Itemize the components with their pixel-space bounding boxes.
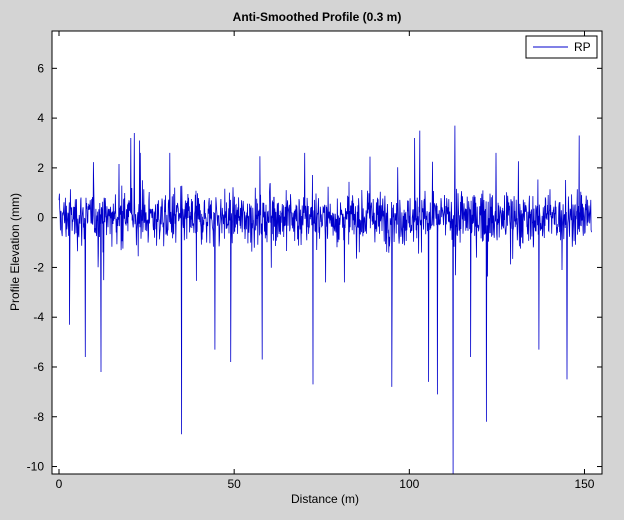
y-tick-label: -4 <box>33 310 44 324</box>
series-rp-group <box>58 125 592 475</box>
x-axis-label: Distance (m) <box>291 492 359 506</box>
x-tick-label: 0 <box>56 477 63 491</box>
y-tick-label: -6 <box>33 360 44 374</box>
plot-area <box>52 31 602 474</box>
y-tick-label: -2 <box>33 260 44 274</box>
series-rp-line <box>58 125 592 475</box>
y-tick-label: 4 <box>37 111 44 125</box>
y-axis: 6 4 2 0 -2 -4 -6 -8 -10 <box>27 61 602 474</box>
y-axis-label: Profile Elevation (mm) <box>8 193 22 311</box>
y-tick-label: 0 <box>37 211 44 225</box>
y-tick-label: 2 <box>37 161 44 175</box>
y-tick-label: -10 <box>27 460 45 474</box>
legend: RP <box>525 35 598 59</box>
x-tick-label: 50 <box>227 477 241 491</box>
legend-label-rp: RP <box>574 40 591 54</box>
y-tick-label: 6 <box>37 61 44 75</box>
plot-frame <box>51 30 603 475</box>
chart-title: Anti-Smoothed Profile (0.3 m) <box>233 10 402 24</box>
y-tick-label: -8 <box>33 410 44 424</box>
x-axis: 0 50 100 150 <box>56 31 595 491</box>
x-tick-label: 150 <box>574 477 594 491</box>
x-tick-label: 100 <box>399 477 419 491</box>
